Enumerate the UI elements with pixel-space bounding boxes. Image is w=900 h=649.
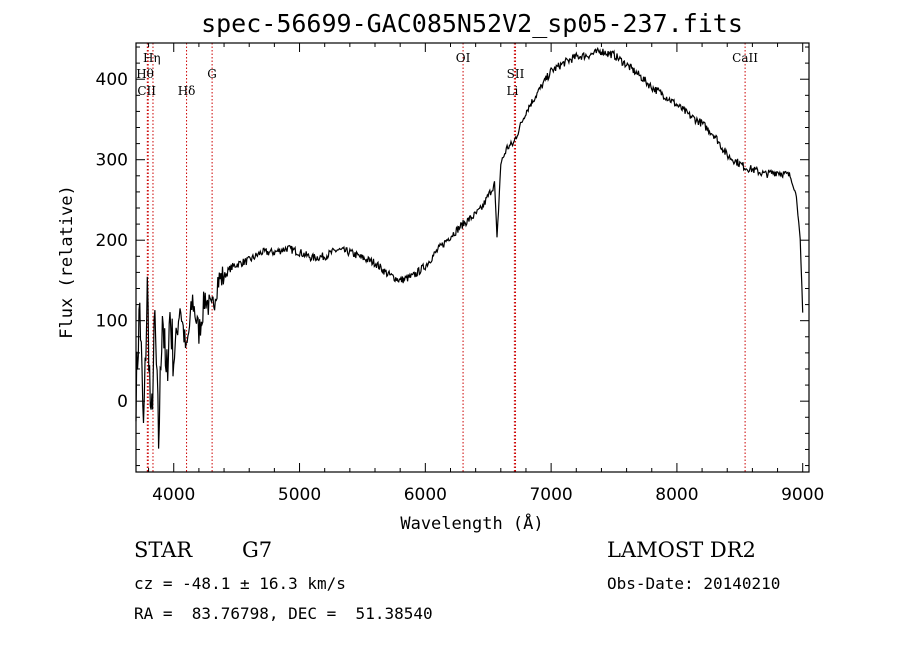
- observation-date: Obs-Date: 20140210: [607, 574, 781, 593]
- x-tick-label: 6000: [404, 485, 447, 505]
- spectral-line-label: Hδ: [178, 84, 196, 98]
- spectral-line-label: G: [207, 67, 217, 81]
- chart-title: spec-56699-GAC085N52V2_sp05-237.fits: [201, 9, 743, 38]
- x-tick-label: 4000: [152, 485, 195, 505]
- x-tick-label: 7000: [529, 485, 572, 505]
- y-tick-label: 200: [96, 231, 128, 251]
- coordinates: RA = 83.76798, DEC = 51.38540: [134, 604, 433, 623]
- y-tick-label: 400: [96, 70, 128, 90]
- spectral-line-label: CaII: [732, 51, 758, 65]
- spectral-line-label: Li: [506, 84, 518, 98]
- y-axis-ticks: 0 100 200 300 400: [96, 46, 809, 467]
- y-tick-label: 300: [96, 151, 128, 171]
- redshift-velocity: cz = -48.1 ± 16.3 km/s: [134, 574, 346, 593]
- spectral-line-markers: [146, 43, 746, 472]
- spectral-line-label: SII: [507, 67, 525, 81]
- x-tick-label: 8000: [655, 485, 698, 505]
- x-tick-label: 5000: [278, 485, 321, 505]
- y-tick-label: 0: [117, 392, 128, 412]
- object-subclass: G7: [242, 538, 273, 562]
- y-tick-label: 100: [96, 312, 128, 332]
- x-axis-label: Wavelength (Å): [400, 512, 543, 534]
- spectrum-series-line: [135, 46, 804, 449]
- spectral-line-label: CII: [137, 84, 156, 98]
- spectral-line-label: Hη: [143, 51, 161, 65]
- survey-name: LAMOST DR2: [607, 538, 756, 562]
- spectrum-chart: spec-56699-GAC085N52V2_sp05-237.fits CII…: [57, 9, 824, 534]
- x-tick-label: 9000: [781, 485, 824, 505]
- spectral-line-label: Hθ: [136, 67, 154, 81]
- y-axis-label: Flux (relative): [57, 185, 77, 339]
- spectral-line-label: OI: [456, 51, 471, 65]
- object-class: STAR: [134, 538, 193, 562]
- spectral-line-labels: CII Hθ Hη Hδ G OI SII Li CaII: [136, 51, 758, 98]
- x-axis-ticks: 4000 5000 6000 7000 8000 9000: [148, 43, 824, 505]
- plot-frame: [135, 42, 810, 473]
